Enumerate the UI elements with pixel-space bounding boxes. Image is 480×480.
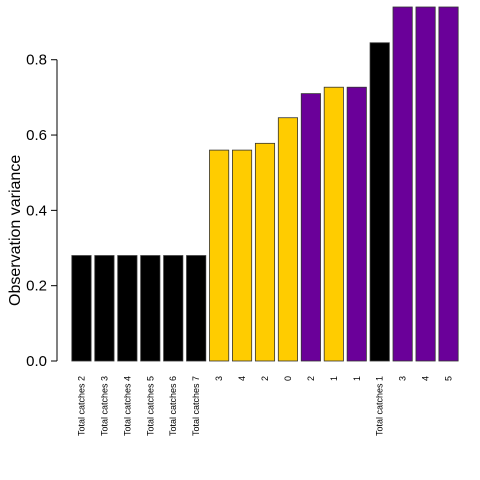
bar [163,255,184,362]
x-tick-label: 5 [444,376,454,381]
y-tick-label: 0.2 [26,278,47,295]
y-tick-label: 0.8 [26,52,47,69]
x-tick-label: 2 [306,376,316,381]
bar [209,149,230,362]
y-axis: 0.0 0.2 0.4 0.6 0.8 [26,52,58,370]
x-tick-label: 1 [329,376,339,381]
x-tick-label: Total catches 2 [76,376,86,436]
x-tick-label: 4 [237,376,247,381]
x-tick-label: Total catches 7 [191,376,201,436]
x-tick-label: 1 [352,376,362,381]
bar [369,42,390,362]
x-tick-label: 2 [260,376,270,381]
x-tick-label: Total catches 3 [99,376,109,436]
bar [300,93,321,362]
bar [232,149,253,362]
x-tick-label: 3 [398,376,408,381]
x-tick-label: Total catches 6 [168,376,178,436]
x-tick-label: 0 [283,376,293,381]
bar [392,6,413,362]
x-tick-label: Total catches 1 [375,376,385,436]
bar [94,255,115,362]
bar [254,142,276,362]
bar [277,117,298,362]
bars [71,6,459,362]
bar [71,255,92,362]
x-tick-label: Total catches 4 [122,376,132,436]
bar [117,255,138,362]
bar [346,86,367,362]
bar [186,255,207,362]
bar [140,255,161,362]
x-tick-label: 3 [214,376,224,381]
bar [323,86,344,362]
y-tick-label: 0.6 [26,127,47,144]
x-tick-label: Total catches 5 [145,376,155,436]
x-tick-labels: Total catches 2 Total catches 3 Total catc… [76,376,453,436]
y-axis-title: Observation variance [7,155,24,306]
x-tick-label: 4 [421,376,431,381]
y-tick-label: 0.4 [26,202,47,219]
y-tick-label: 0.0 [26,353,47,370]
bar [415,6,436,362]
bar [438,6,459,362]
